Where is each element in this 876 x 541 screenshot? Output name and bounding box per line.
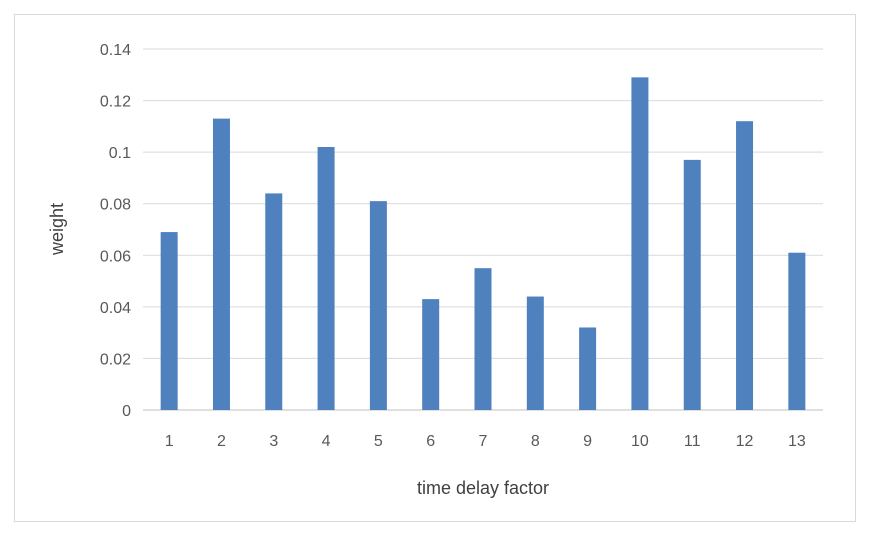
bars <box>160 77 806 410</box>
x-tick-label: 4 <box>322 433 331 450</box>
x-axis-title: time delay factor <box>417 478 549 498</box>
y-tick-label: 0.02 <box>100 351 131 368</box>
x-tick-label: 9 <box>583 433 592 450</box>
x-tick-label: 3 <box>269 433 278 450</box>
bar <box>788 252 806 410</box>
y-tick-label: 0 <box>122 403 131 420</box>
x-tick-label: 13 <box>788 433 806 450</box>
x-tick-label: 12 <box>736 433 754 450</box>
y-tick-label: 0.06 <box>100 248 131 265</box>
x-tick-label: 7 <box>479 433 488 450</box>
x-axis-ticks: 1 2 3 4 5 6 7 8 9 10 11 12 13 <box>165 433 806 450</box>
bar <box>212 118 230 410</box>
x-tick-label: 11 <box>684 433 701 450</box>
bar <box>526 296 544 410</box>
bar <box>683 159 701 410</box>
bar <box>317 146 335 410</box>
bar <box>736 121 754 410</box>
gridlines <box>143 48 823 411</box>
bar <box>422 299 440 410</box>
chart-frame <box>14 14 856 522</box>
x-tick-label: 2 <box>217 433 226 450</box>
y-axis-title: weight <box>47 203 67 256</box>
x-tick-label: 10 <box>631 433 649 450</box>
y-tick-label: 0.14 <box>100 42 131 59</box>
y-tick-label: 0.08 <box>100 197 131 214</box>
y-tick-label: 0.04 <box>100 300 131 317</box>
x-tick-label: 6 <box>426 433 435 450</box>
bar <box>474 268 492 410</box>
bar <box>369 201 387 410</box>
x-tick-label: 8 <box>531 433 540 450</box>
y-tick-label: 0.12 <box>100 94 131 111</box>
x-tick-label: 1 <box>165 433 174 450</box>
bar <box>579 327 597 410</box>
bar <box>160 232 178 410</box>
y-tick-label: 0.1 <box>109 145 131 162</box>
bar <box>631 77 649 410</box>
x-tick-label: 5 <box>374 433 383 450</box>
y-axis-ticks: 0 0.02 0.04 0.06 0.08 0.1 0.12 0.14 <box>100 42 131 420</box>
bar <box>265 193 283 410</box>
